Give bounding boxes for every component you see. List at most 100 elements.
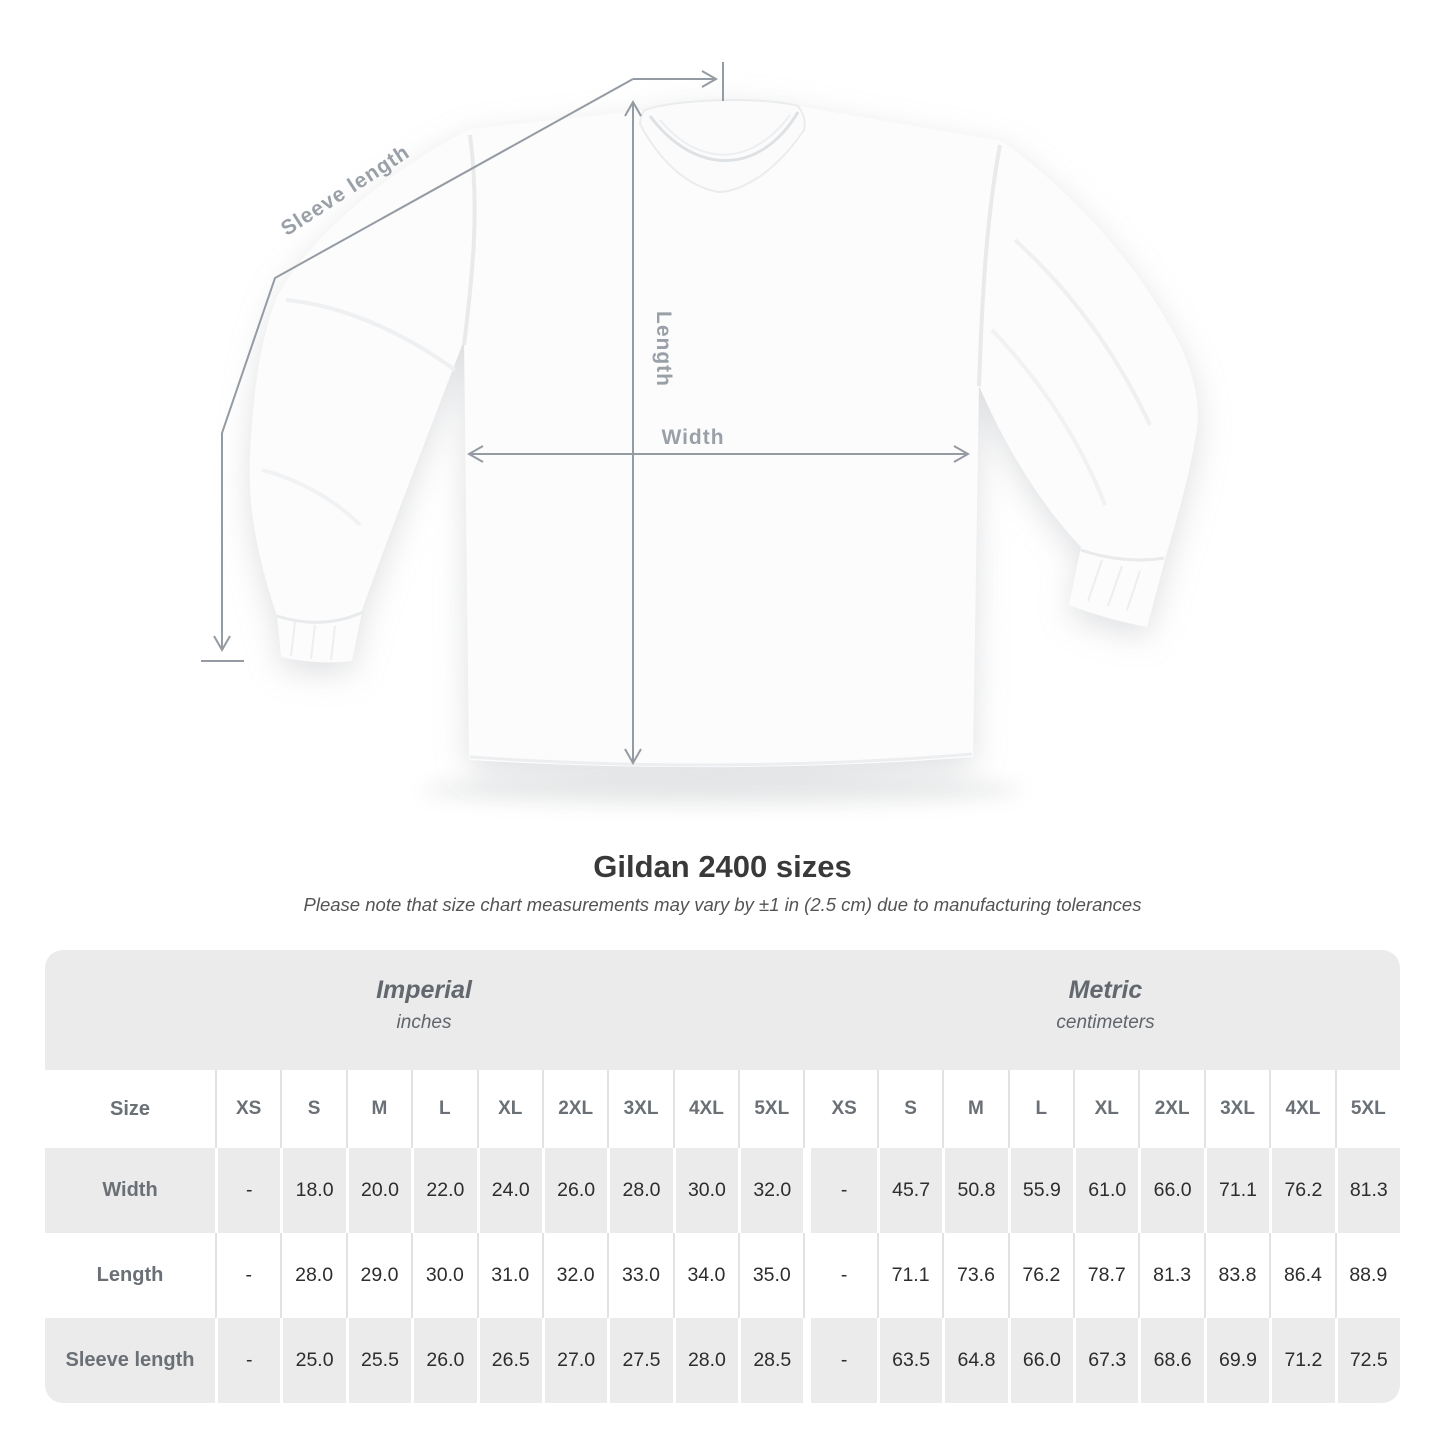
length-arrowheads: [624, 99, 642, 766]
measurement-value: 69.9: [1203, 1318, 1269, 1403]
size-header-metric: 5XL: [1334, 1070, 1400, 1148]
measurement-value: 33.0: [607, 1233, 672, 1318]
group-gap: [803, 1148, 812, 1233]
measurement-value: 72.5: [1334, 1318, 1400, 1403]
collar-inner-rib: [648, 111, 800, 162]
row-label: Width: [102, 1179, 158, 1201]
size-header-metric: 4XL: [1269, 1070, 1334, 1148]
size-header-row: Size XS S M L XL 2XL 3XL 4XL 5XL XS S M L XL 2XL 3XL 4XL 5…: [45, 1070, 1400, 1148]
measurement-value: 27.0: [541, 1318, 607, 1403]
measurement-value: 26.5: [476, 1318, 542, 1403]
measurement-value: 22.0: [411, 1148, 476, 1233]
imperial-group-header: Imperial inches: [45, 950, 803, 1070]
right-shoulder-seam: [977, 144, 1002, 387]
imperial-group-unit: inches: [396, 1012, 452, 1033]
measurement-value: 26.0: [411, 1318, 476, 1403]
measurement-value: 24.0: [476, 1148, 542, 1233]
shirt-measurement-diagram: Sleeve length Length Width: [201, 62, 1198, 806]
size-header-imperial: XL: [476, 1070, 542, 1148]
measurement-value: 83.8: [1203, 1233, 1269, 1318]
measurement-value: 28.5: [738, 1318, 803, 1403]
measurement-value: 78.7: [1073, 1233, 1138, 1318]
measurement-value: 63.5: [876, 1318, 942, 1403]
measurement-value: 35.0: [738, 1233, 803, 1318]
metric-group-title: Metric: [1068, 976, 1143, 1004]
measurement-value: -: [840, 1179, 848, 1201]
measurement-value: -: [840, 1349, 848, 1371]
measurement-value: 34.0: [672, 1233, 738, 1318]
size-header-metric: S: [876, 1070, 942, 1148]
left-cuff-ribs: [290, 621, 336, 661]
group-gap: [803, 1318, 812, 1403]
group-gap: [803, 1070, 811, 1148]
sleeve-length-measure-line: [201, 62, 724, 662]
size-header-metric: 3XL: [1203, 1070, 1269, 1148]
size-table-rows: Size XS S M L XL 2XL 3XL 4XL 5XL XS S M L XL 2XL 3XL 4XL 5…: [45, 1070, 1400, 1403]
row-label: Sleeve length: [65, 1349, 195, 1371]
size-header-imperial: 2XL: [541, 1070, 607, 1148]
measurement-value: 25.0: [280, 1318, 345, 1403]
sleeve-length-arrowheads: [213, 70, 719, 653]
size-header-imperial: M: [345, 1070, 411, 1148]
collar-rib-line: [659, 114, 791, 156]
measurement-value: -: [840, 1264, 848, 1286]
measurement-value: 55.9: [1007, 1148, 1073, 1233]
size-header-imperial: L: [411, 1070, 476, 1148]
measurement-value: 73.6: [942, 1233, 1007, 1318]
length-label: Length: [652, 311, 675, 387]
measurement-value: 27.5: [607, 1318, 672, 1403]
table-row: Width -18.0 20.0 22.0 24.0 26.0 28.0 30.0 32.0-4…: [45, 1148, 1400, 1233]
size-header-metric: XS: [831, 1098, 857, 1119]
size-header-metric: XL: [1073, 1070, 1138, 1148]
measurement-value: 68.6: [1138, 1318, 1203, 1403]
measurement-value: 88.9: [1334, 1233, 1400, 1318]
measurement-value: 86.4: [1269, 1233, 1334, 1318]
measurement-value: 71.2: [1269, 1318, 1334, 1403]
measurement-value: 28.0: [672, 1318, 738, 1403]
measurement-value: 76.2: [1007, 1233, 1073, 1318]
measurement-value: 25.5: [345, 1318, 411, 1403]
row-label: Length: [96, 1264, 164, 1286]
right-forearm-fold: [990, 328, 1107, 506]
size-header-imperial: XS: [215, 1070, 280, 1148]
measurement-value: 81.3: [1334, 1148, 1400, 1233]
chart-title: Gildan 2400 sizes: [593, 849, 852, 884]
measurement-value: 20.0: [345, 1148, 411, 1233]
collar: [638, 99, 806, 194]
measurement-value: 66.0: [1138, 1148, 1203, 1233]
measurement-value: 66.0: [1007, 1318, 1073, 1403]
measurement-value: -: [215, 1318, 280, 1403]
group-gap: [803, 950, 811, 1070]
measurement-value: 45.7: [876, 1148, 942, 1233]
measurement-value: 71.1: [876, 1233, 942, 1318]
shirt-shadow: [422, 774, 1022, 806]
width-label: Width: [661, 426, 724, 449]
table-row: Sleeve length -25.0 25.5 26.0 26.5 27.0 27.5 28…: [45, 1318, 1400, 1403]
left-cuff-seam: [276, 610, 364, 624]
metric-group-unit: centimeters: [1056, 1012, 1155, 1033]
measurement-value: 31.0: [476, 1233, 542, 1318]
width-arrowheads: [466, 445, 971, 463]
chart-note: Please note that size chart measurements…: [303, 894, 1142, 915]
measurement-value: 26.0: [541, 1148, 607, 1233]
group-gap: [803, 1233, 811, 1318]
size-header-imperial: S: [280, 1070, 345, 1148]
size-header-imperial: 5XL: [738, 1070, 803, 1148]
left-sleeve-fold: [285, 298, 457, 372]
shirt-illustration: [249, 99, 1198, 768]
measurement-value: 18.0: [280, 1148, 345, 1233]
measurement-value: 30.0: [411, 1233, 476, 1318]
unit-group-header-row: Imperial inches Metric centimeters: [45, 950, 1400, 1070]
measurement-value: 29.0: [345, 1233, 411, 1318]
size-header-metric: L: [1007, 1070, 1073, 1148]
measurement-value: -: [215, 1148, 280, 1233]
size-table: Imperial inches Metric centimeters Size X…: [45, 950, 1400, 1403]
size-column-header: Size: [109, 1097, 151, 1120]
measurement-value: 30.0: [672, 1148, 738, 1233]
metric-group-header: Metric centimeters: [811, 950, 1400, 1070]
measurement-value: 81.3: [1138, 1233, 1203, 1318]
right-cuff-ribs: [1087, 559, 1141, 611]
measurement-value: 32.0: [541, 1233, 607, 1318]
measurement-value: -: [215, 1233, 280, 1318]
